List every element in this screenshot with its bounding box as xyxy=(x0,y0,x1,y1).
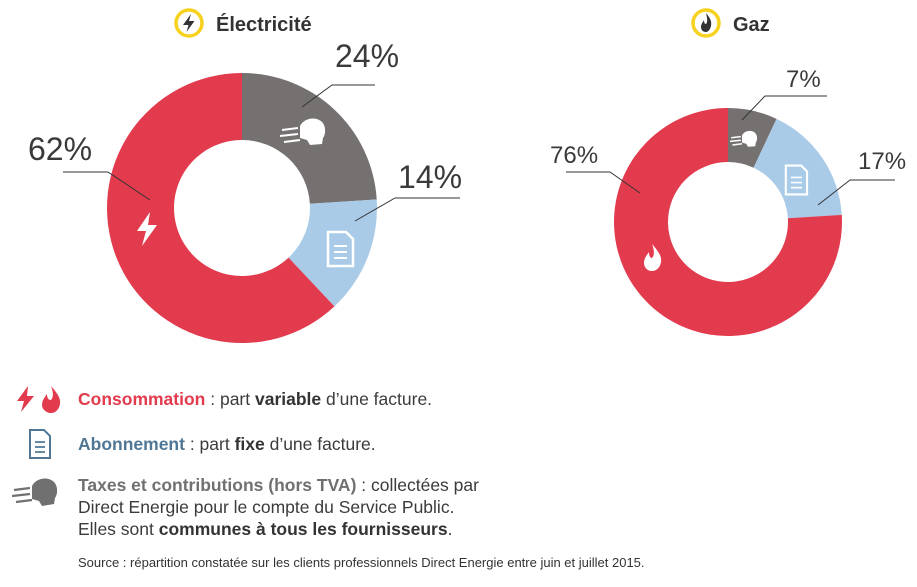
legend-document-icon xyxy=(29,429,51,459)
elec-consommation-leader xyxy=(63,171,151,201)
source-note: Source : répartition constatée sur les c… xyxy=(78,555,645,570)
elec-abonnement-document-icon xyxy=(326,230,355,268)
flame-icon xyxy=(701,13,712,32)
legend-abonnement-term: Abonnement xyxy=(78,434,185,454)
elec-consommation-lightning-icon xyxy=(137,212,157,246)
gas-title-group: Gaz xyxy=(691,8,770,38)
legend-taxes-line3: Elles sont communes à tous les fournisse… xyxy=(78,518,479,540)
legend-abonnement-bold: fixe xyxy=(234,434,265,454)
gas-badge-icon xyxy=(691,8,721,38)
legend-marianne-icon xyxy=(12,478,58,506)
legend-consommation-post: d’une facture. xyxy=(321,389,433,409)
legend-taxes-line2: Direct Energie pour le compte du Service… xyxy=(78,497,455,517)
gas-consommation-flame-icon xyxy=(644,244,662,271)
legend-flame-icon xyxy=(42,386,61,413)
gas-taxes-pct: 7% xyxy=(786,66,821,93)
elec-title-group: Électricité xyxy=(174,8,312,38)
elec-consommation-pct: 62% xyxy=(28,131,92,167)
gas-abonnement-document-icon xyxy=(784,164,809,196)
gas-donut xyxy=(614,108,842,336)
elec-taxes-marianne-icon xyxy=(279,118,326,145)
legend-consommation: Consommation : part variable d’une factu… xyxy=(78,388,432,410)
elec-donut xyxy=(106,73,378,343)
gas-taxes-marianne-icon xyxy=(729,130,758,147)
legend-taxes-term: Taxes et contributions (hors TVA) xyxy=(78,475,357,495)
legend-taxes-line3-pre: Elles sont xyxy=(78,519,159,539)
legend-taxes-line1-rest: : collectées par xyxy=(356,475,479,495)
legend-consommation-term: Consommation xyxy=(78,389,206,409)
gas-consommation-pct: 76% xyxy=(550,142,598,169)
legend-taxes: Taxes et contributions (hors TVA) : coll… xyxy=(78,474,479,540)
lightning-icon xyxy=(183,14,195,32)
gas-consommation-leader xyxy=(566,171,641,194)
elec-slice-consommation xyxy=(106,73,335,343)
gas-abonnement-pct: 17% xyxy=(858,148,906,175)
gas-chart-title: Gaz xyxy=(733,14,770,36)
elec-abonnement-leader xyxy=(354,197,460,222)
elec-taxes-pct: 24% xyxy=(335,38,399,74)
elec-taxes-leader xyxy=(301,84,375,108)
gas-slice-consommation xyxy=(614,108,842,336)
elec-abonnement-pct: 14% xyxy=(398,159,462,195)
gas-taxes-leader xyxy=(741,95,827,121)
legend-consommation-icons xyxy=(17,386,61,413)
gas-abonnement-leader xyxy=(817,179,895,206)
elec-chart-title: Électricité xyxy=(216,13,312,36)
elec-slice-abonnement xyxy=(288,199,378,307)
legend-taxes-line1: Taxes et contributions (hors TVA) : coll… xyxy=(78,474,479,496)
legend-taxes-line3-post: . xyxy=(447,519,453,539)
elec-badge-icon xyxy=(174,8,204,38)
legend-taxes-line3-bold: communes à tous les fournisseurs xyxy=(158,519,448,539)
legend-consommation-bold: variable xyxy=(254,389,322,409)
legend-consommation-pre: : part xyxy=(205,389,255,409)
legend-abonnement-post: d’une facture. xyxy=(264,434,376,454)
legend-abonnement: Abonnement : part fixe d’une facture. xyxy=(78,433,376,455)
gas-slice-abonnement xyxy=(753,118,842,219)
legend-lightning-icon xyxy=(17,386,34,412)
legend-abonnement-pre: : part xyxy=(184,434,235,454)
